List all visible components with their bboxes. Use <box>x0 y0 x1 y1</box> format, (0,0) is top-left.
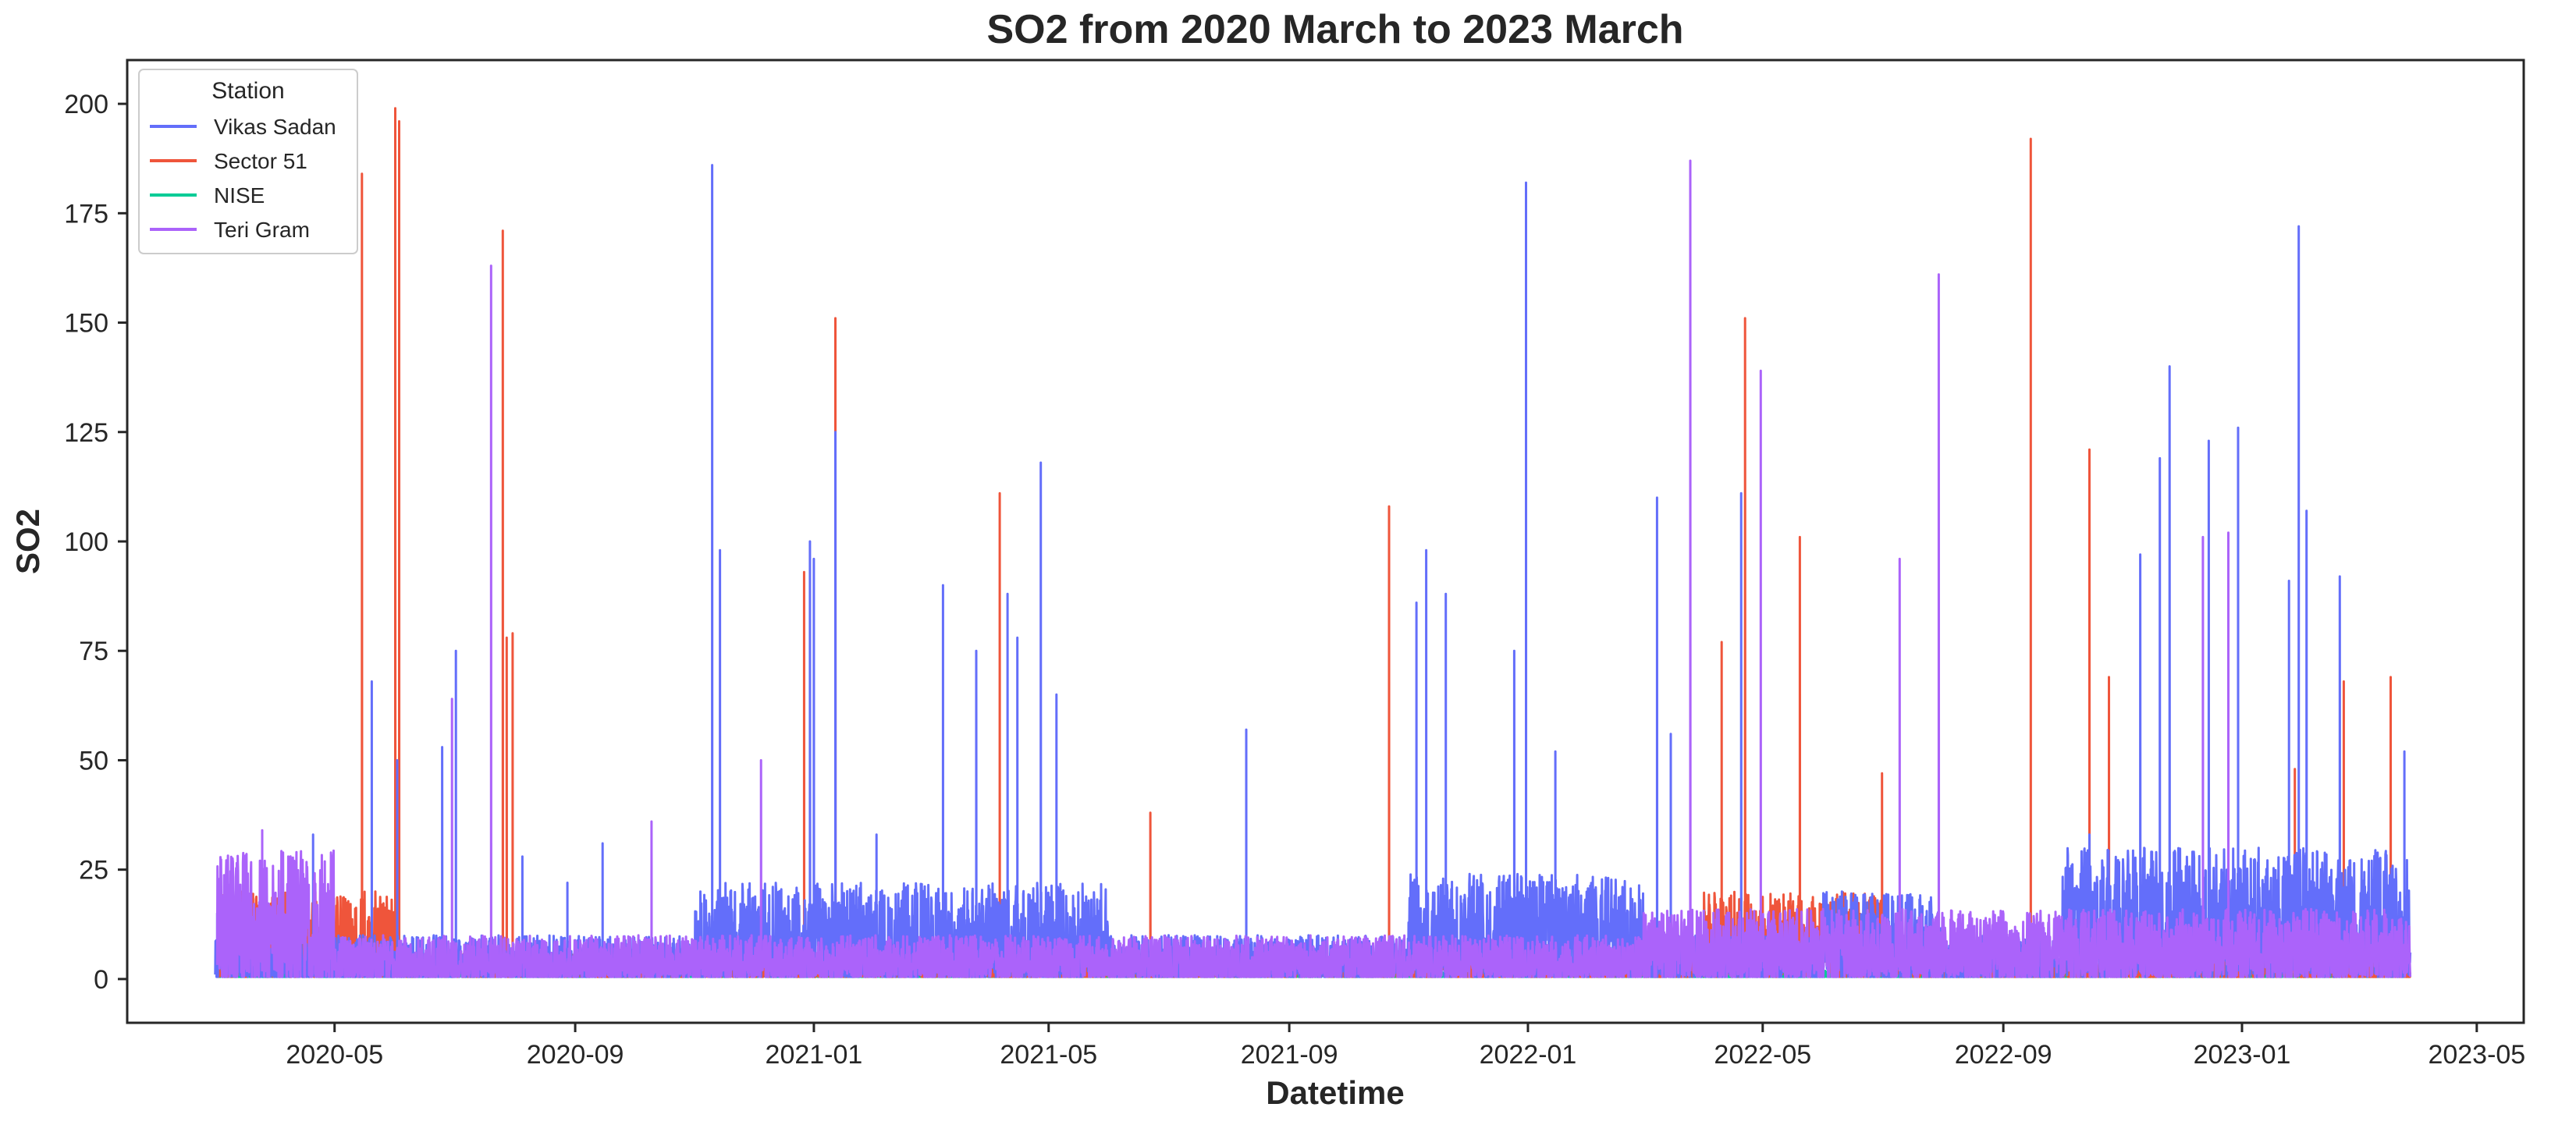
y-tick-label: 200 <box>64 90 108 119</box>
y-tick-label: 150 <box>64 309 108 339</box>
chart-title: SO2 from 2020 March to 2023 March <box>986 7 1683 52</box>
legend-label: Vikas Sadan <box>214 115 336 139</box>
x-tick-label: 2023-05 <box>2428 1040 2525 1070</box>
y-tick-label: 50 <box>79 746 108 775</box>
y-axis-ticks: 0 25 50 75 100 125 150 175 200 <box>64 90 127 995</box>
legend-label: Sector 51 <box>214 149 307 173</box>
y-tick-label: 175 <box>64 199 108 229</box>
legend-box <box>138 69 358 254</box>
x-axis-label: Datetime <box>1266 1074 1404 1111</box>
series-line-vikas-sadan <box>214 164 2412 978</box>
series-layer <box>214 107 2412 978</box>
legend-label: Teri Gram <box>214 218 310 242</box>
series-line-teri-gram <box>215 159 2412 978</box>
x-tick-label: 2020-05 <box>286 1040 383 1070</box>
series-line-sector-51 <box>215 107 2412 978</box>
legend-title: Station <box>211 78 284 104</box>
x-tick-label: 2021-01 <box>766 1040 863 1070</box>
x-tick-label: 2022-09 <box>1955 1040 2052 1070</box>
y-tick-label: 0 <box>94 965 108 995</box>
x-tick-label: 2020-09 <box>527 1040 624 1070</box>
x-tick-label: 2021-05 <box>1000 1040 1097 1070</box>
plot-frame <box>126 59 2525 1024</box>
y-tick-label: 75 <box>79 637 108 666</box>
y-tick-label: 125 <box>64 418 108 448</box>
legend: Station Vikas Sadan Sector 51 NISE Teri Gra… <box>138 69 358 254</box>
x-tick-label: 2022-05 <box>1714 1040 1811 1070</box>
legend-label: NISE <box>214 183 265 208</box>
x-tick-label: 2023-01 <box>2194 1040 2291 1070</box>
y-tick-label: 100 <box>64 527 108 557</box>
x-tick-label: 2022-01 <box>1480 1040 1577 1070</box>
x-axis-ticks: 2020-05 2020-09 2021-01 2021-05 2021-09 2022-… <box>286 1023 2525 1070</box>
x-tick-label: 2021-09 <box>1241 1040 1338 1070</box>
y-axis-label: SO2 <box>9 509 46 574</box>
y-tick-label: 25 <box>79 856 108 885</box>
